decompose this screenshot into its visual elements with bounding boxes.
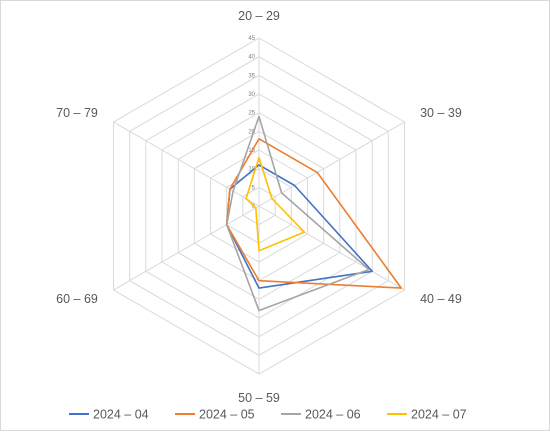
series-line — [225, 138, 403, 289]
category-label: 70 – 79 — [56, 106, 98, 120]
category-label: 30 – 39 — [420, 106, 462, 120]
tick-label: 25 — [248, 111, 255, 117]
grid-spoke — [113, 205, 260, 291]
grid-spoke — [113, 121, 260, 207]
grid-spoke — [258, 205, 405, 291]
legend: 2024 – 04 2024 – 05 2024 – 06 2024 – 07 — [69, 408, 467, 422]
category-label: 60 – 69 — [56, 292, 98, 306]
tick-label: 10 — [248, 167, 255, 173]
grid-spoke — [258, 121, 405, 207]
tick-label: 40 — [248, 55, 255, 61]
legend-label: 2024 – 06 — [305, 408, 361, 422]
tick-label: 0 — [252, 204, 256, 210]
legend-label: 2024 – 05 — [199, 408, 255, 422]
series-line — [245, 156, 306, 252]
category-label: 20 – 29 — [238, 9, 280, 23]
radar-series — [225, 115, 403, 312]
legend-label: 2024 – 07 — [411, 408, 467, 422]
category-label: 40 – 49 — [420, 292, 462, 306]
tick-label: 20 — [248, 129, 255, 135]
legend-label: 2024 – 04 — [93, 408, 149, 422]
tick-label: 30 — [248, 92, 255, 98]
category-label: 50 – 59 — [238, 391, 280, 405]
tick-label: 5 — [252, 185, 256, 191]
series-line — [225, 115, 370, 312]
category-labels: 20 – 29 30 – 39 40 – 49 50 – 59 60 – 69 70 – … — [56, 9, 462, 405]
tick-label: 45 — [248, 36, 255, 42]
radar-grid — [113, 37, 405, 375]
tick-label: 35 — [248, 73, 255, 79]
